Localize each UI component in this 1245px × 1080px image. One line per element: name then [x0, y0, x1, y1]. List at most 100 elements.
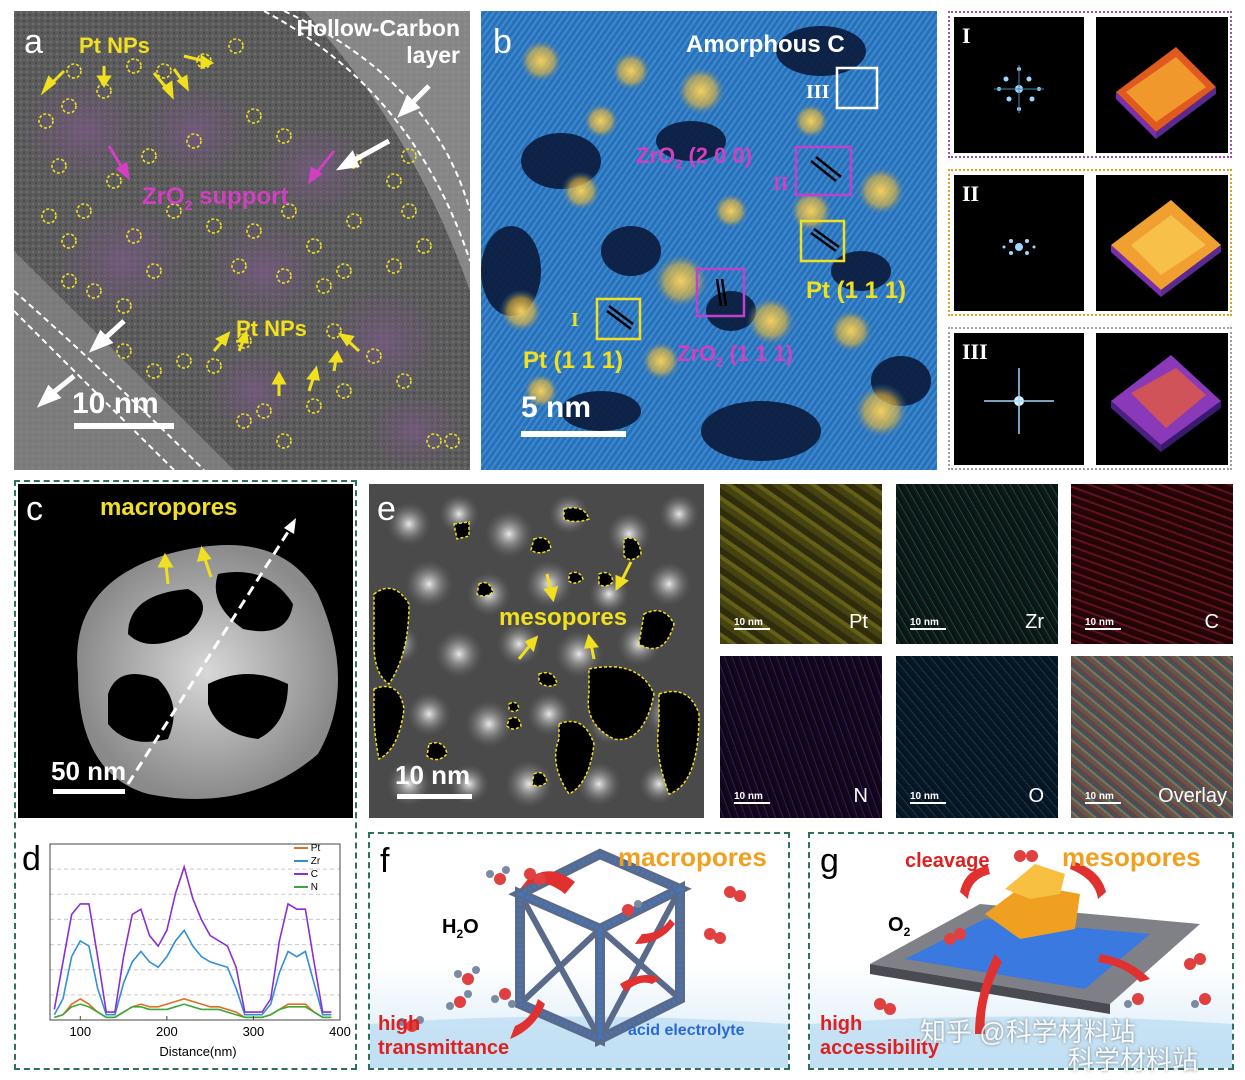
- roman-i-label: I: [571, 309, 579, 331]
- panel-f-frame: [368, 832, 790, 1070]
- eds-element-c: C: [1204, 611, 1219, 633]
- cleavage-label: cleavage: [905, 850, 990, 872]
- legend-n: N: [294, 881, 320, 894]
- legend-swatch-n: [294, 886, 308, 889]
- macropores-label-c: macropores: [100, 494, 238, 521]
- fft-panel-ii: II: [948, 169, 1232, 316]
- zro2-111-label: ZrO2 (1 1 1): [677, 341, 794, 370]
- fft-image-ii: [954, 175, 1084, 311]
- pt-nps-label-bottom: Pt NPs: [236, 316, 307, 341]
- water-molecules: [398, 866, 746, 1032]
- fft-label-iii: III: [962, 339, 988, 364]
- panel-b-svg: [481, 11, 937, 470]
- eds-map-zr: Zr 10 nm: [896, 484, 1058, 644]
- eds-element-zr: Zr: [1025, 611, 1044, 633]
- legend-swatch-zr: [294, 860, 308, 863]
- box-zro2-111: [695, 267, 746, 318]
- panel-g-frame: [808, 832, 1234, 1070]
- zro2-support-label: ZrO2 support: [142, 183, 289, 213]
- pt-nps-label-top: Pt NPs: [79, 33, 150, 58]
- series-line-zr: [53, 928, 332, 1016]
- panel-f-schematic: f macropores H2O high transmittance acid…: [370, 834, 788, 1068]
- eds-scale-n: 10 nm: [734, 791, 763, 802]
- eds-element-o: O: [1028, 785, 1044, 807]
- eds-texture-overlay: [1071, 656, 1233, 818]
- macropores-label-f: macropores: [618, 842, 767, 872]
- eds-map-pt: Pt 10 nm: [720, 484, 882, 644]
- surface-plot-iii: [1096, 333, 1228, 465]
- legend-zr: Zr: [294, 855, 320, 868]
- eds-texture-n: [720, 656, 882, 818]
- eds-texture-pt: [720, 484, 882, 644]
- x-tick-label: 200: [156, 1024, 178, 1039]
- o2-label: O2: [888, 914, 911, 939]
- pt-111-left-label: Pt (1 1 1): [523, 347, 624, 374]
- high-accessibility-label: high accessibility: [820, 1013, 939, 1059]
- scale-label-c: 50 nm: [51, 756, 127, 786]
- series-line-n: [54, 1003, 332, 1019]
- panel-a-svg: [14, 11, 470, 470]
- pt-np-arrows: [40, 54, 361, 396]
- oxygen-molecules: [874, 850, 1211, 1015]
- eds-texture-o: [896, 656, 1058, 818]
- x-tick-label: 100: [69, 1024, 91, 1039]
- eds-element-overlay: Overlay: [1158, 785, 1227, 807]
- scale-label-b: 5 nm: [521, 391, 592, 424]
- fft-image-i: [954, 17, 1084, 153]
- zro2-arrows: [107, 145, 336, 185]
- chart-legend: Pt Zr C N: [294, 842, 320, 894]
- box-pt-right: [799, 219, 846, 263]
- pt-cluster: [985, 864, 1080, 939]
- high-transmittance-label: high transmittance: [378, 1013, 510, 1059]
- legend-pt: Pt: [294, 842, 320, 855]
- eds-texture-zr: [896, 484, 1058, 644]
- hollow-carbon-label: Hollow-Carbon layer: [296, 15, 460, 68]
- amorphous-c-label: Amorphous C: [686, 31, 845, 58]
- panel-letter-d: d: [22, 840, 41, 878]
- scale-bar-c: [53, 789, 125, 794]
- pt-np-circles: [38, 38, 460, 449]
- eds-map-n: N 10 nm: [720, 656, 882, 818]
- carbon-layer-arrows: [36, 84, 431, 408]
- surface-plot-i: [1096, 17, 1228, 153]
- line-scan-svg: 100 200 300 400: [49, 843, 351, 1039]
- watermark-line1: 知乎 @科学材料站: [920, 1017, 1136, 1047]
- eds-scale-pt: 10 nm: [734, 617, 763, 628]
- h2o-label: H2O: [442, 916, 479, 941]
- roman-ii-label: II: [773, 173, 789, 195]
- zro2-layer: [905, 919, 1150, 989]
- series-line-pt: [54, 997, 332, 1019]
- scale-label-a: 10 nm: [72, 387, 159, 420]
- panel-e-stem-image: e mesopores 10 nm: [369, 484, 704, 818]
- chart-x-label: Distance(nm): [159, 1044, 237, 1059]
- panel-letter-a: a: [24, 23, 43, 61]
- legend-swatch-pt: [294, 847, 308, 850]
- x-tick-label: 300: [243, 1024, 265, 1039]
- roman-iii-label: III: [806, 81, 830, 103]
- box-iii: [835, 66, 879, 110]
- fft-label-i: I: [962, 23, 971, 48]
- scale-bar-b: [521, 431, 626, 437]
- box-ii: [794, 145, 853, 197]
- surface-plot-ii: [1096, 175, 1228, 311]
- eds-map-c: C 10 nm: [1071, 484, 1233, 644]
- panel-letter-f: f: [380, 842, 390, 880]
- x-tick-label: 400: [329, 1024, 351, 1039]
- eds-texture-c: [1071, 484, 1233, 644]
- fft-panel-i: I: [948, 11, 1232, 158]
- panel-c-frame: [14, 480, 357, 1070]
- eds-scale-bar-pt: [734, 628, 770, 630]
- eds-element-pt: Pt: [849, 611, 868, 633]
- mesopore-outlines: [373, 507, 700, 795]
- eds-scale-overlay: 10 nm: [1085, 791, 1114, 802]
- fft-label-ii: II: [962, 181, 980, 206]
- mesopores-label-g: mesopores: [1062, 842, 1201, 872]
- panel-g-schematic: g cleavage mesopores O2 high accessibili…: [810, 834, 1232, 1068]
- panel-letter-b: b: [493, 23, 512, 61]
- eds-scale-bar-o: [910, 802, 946, 804]
- panel-letter-e: e: [377, 490, 396, 528]
- pt-111-right-label: Pt (1 1 1): [806, 277, 907, 304]
- panel-letter-g: g: [820, 842, 839, 880]
- plot-frame: [49, 843, 341, 1021]
- panel-b-hrtem-image: b Amorphous C III ZrO2 (2 0 0) II Pt (1 …: [481, 11, 937, 470]
